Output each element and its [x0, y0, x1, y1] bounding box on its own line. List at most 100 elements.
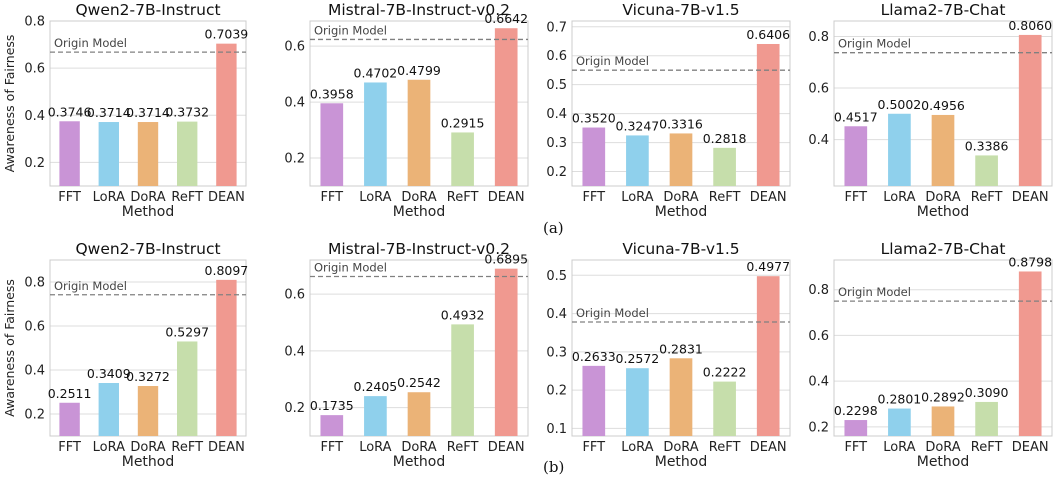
chart-1-0-xtick-label: DEAN	[208, 440, 245, 455]
chart-1-3-data-label: 0.2298	[834, 403, 878, 418]
chart-0-0-reference-label: Origin Model	[54, 36, 127, 50]
chart-0-1-data-label: 0.4702	[354, 65, 398, 80]
chart-1-0-bar-fft	[59, 402, 80, 436]
chart-0-2-reference-label: Origin Model	[576, 54, 649, 68]
chart-0-0-xtick-label: FFT	[58, 190, 81, 205]
chart-0-0-data-label: 0.3714	[87, 105, 131, 120]
chart-1-3-xtick-label: DoRA	[925, 440, 960, 455]
chart-1-3-xtick-label: DEAN	[1012, 440, 1049, 455]
chart-1-2-data-label: 0.2222	[703, 365, 747, 380]
chart-1-2-title: Vicuna-7B-v1.5	[622, 240, 739, 258]
chart-1-2-xtick-label: FFT	[582, 440, 605, 455]
chart-1-3-bar-lora	[888, 408, 911, 436]
chart-1-0-ytick-label: 0.6	[24, 320, 45, 335]
chart-1-1-data-label: 0.4932	[441, 307, 485, 322]
chart-0-0-xtick-label: LoRA	[93, 190, 125, 205]
chart-1-1-bar-fft	[320, 415, 344, 436]
chart-0-3-ytick-label: 0.6	[808, 82, 829, 97]
chart-1-2-ytick-label: 0.2	[546, 384, 567, 399]
chart-1-1-ytick-label: 0.4	[284, 344, 305, 359]
chart-0-2-ytick-label: 0.6	[546, 49, 567, 64]
chart-1-2-bar-dean	[756, 276, 780, 436]
chart-0-2-xtick-label: DEAN	[750, 190, 787, 205]
chart-1-0-data-label: 0.2511	[48, 386, 92, 401]
chart-1-0-xtick-label: ReFT	[171, 440, 203, 455]
chart-0-2-ytick-label: 0.3	[546, 136, 567, 151]
chart-0-3-data-label: 0.8060	[1008, 18, 1052, 33]
chart-1-0-reference-label: Origin Model	[54, 279, 127, 293]
chart-1-1-bar-reft	[451, 324, 474, 436]
chart-0-1-bar-lora	[364, 82, 387, 186]
chart-1-2-ytick-label: 0.5	[546, 269, 567, 284]
chart-1-1-xlabel: Method	[393, 454, 446, 470]
chart-1-1-xtick-label: DoRA	[401, 440, 436, 455]
chart-0-0-ytick-label: 0.8	[24, 15, 45, 30]
chart-1-0-data-label: 0.8097	[205, 263, 249, 278]
chart-0-1-ytick-label: 0.2	[284, 152, 305, 167]
chart-0-3-xtick-label: LoRA	[883, 190, 915, 205]
chart-0-0-ytick-label: 0.4	[24, 109, 45, 124]
chart-0-2-bar-dean	[756, 43, 780, 187]
chart-0-0-xtick-label: ReFT	[171, 190, 203, 205]
chart-1-2-bar-lora	[626, 368, 649, 436]
chart-1-3-reference-label: Origin Model	[838, 285, 911, 299]
chart-1-2-ytick-label: 0.4	[546, 307, 567, 322]
chart-0-2-bar-lora	[626, 135, 649, 186]
chart-1-3-bar-dean	[1018, 271, 1042, 436]
chart-0-3-ytick-label: 0.8	[808, 30, 829, 45]
chart-0-2-data-label: 0.3520	[572, 111, 616, 126]
subfigure-label-a: (a)	[543, 219, 564, 237]
chart-1-0-ytick-label: 0.2	[24, 408, 45, 423]
chart-1-0-ytick-label: 0.4	[24, 364, 45, 379]
chart-1-1-ytick-label: 0.6	[284, 288, 305, 303]
chart-1-2-data-label: 0.2831	[659, 341, 703, 356]
chart-0-2-bar-dora	[669, 133, 693, 186]
chart-0-0-bar-lora	[98, 122, 119, 186]
chart-0-3-data-label: 0.5002	[878, 97, 922, 112]
chart-0-1-bar-dean	[494, 28, 518, 186]
chart-0-1-bar-reft	[451, 132, 474, 186]
chart-0-1-xtick-label: ReFT	[447, 190, 479, 205]
chart-0-1-bar-dora	[407, 79, 431, 186]
chart-0-1-data-label: 0.6642	[484, 11, 528, 26]
chart-1-1-xtick-label: LoRA	[359, 440, 391, 455]
chart-0-0-data-label: 0.3714	[126, 105, 170, 120]
chart-0-3-title: Llama2-7B-Chat	[881, 1, 1006, 19]
chart-0-2-bar-fft	[582, 127, 606, 186]
chart-1-2-bar-dora	[669, 358, 693, 436]
chart-0-2-ytick-label: 0.5	[546, 78, 567, 93]
chart-0-3-bar-dean	[1018, 34, 1042, 186]
subfigure-label-b: (b)	[543, 458, 565, 476]
chart-0-2-xlabel: Method	[655, 204, 708, 220]
chart-0-0-ytick-label: 0.2	[24, 156, 45, 171]
chart-1-1-title: Mistral-7B-Instruct-v0.2	[328, 240, 510, 258]
chart-0-2-title: Vicuna-7B-v1.5	[622, 1, 739, 19]
chart-0-2-ytick-label: 0.2	[546, 165, 567, 180]
chart-1-2-data-label: 0.2633	[572, 349, 616, 364]
chart-1-0-xlabel: Method	[122, 454, 175, 470]
chart-0-1-xtick-label: DoRA	[401, 190, 436, 205]
chart-1-1-data-label: 0.6895	[484, 252, 528, 267]
chart-0-2-xtick-label: FFT	[582, 190, 605, 205]
chart-0-3-data-label: 0.4517	[834, 109, 878, 124]
chart-0-3-xtick-label: FFT	[844, 190, 867, 205]
chart-1-3-xlabel: Method	[917, 454, 970, 470]
chart-0-0-data-label: 0.3746	[48, 104, 92, 119]
chart-0-0-xtick-label: DEAN	[208, 190, 245, 205]
chart-0-2-data-label: 0.2818	[703, 131, 747, 146]
chart-0-2-data-label: 0.3247	[616, 118, 660, 133]
chart-0-1-title: Mistral-7B-Instruct-v0.2	[328, 1, 510, 19]
chart-1-2-data-label: 0.4977	[746, 259, 790, 274]
chart-0-3-reference-label: Origin Model	[838, 37, 911, 51]
chart-0-1-data-label: 0.3958	[310, 86, 354, 101]
chart-0-0-ylabel: Awareness of Fairness	[2, 35, 17, 173]
chart-0-0-data-label: 0.7039	[205, 27, 249, 42]
chart-0-3-bar-fft	[844, 126, 868, 186]
chart-0-1-xtick-label: DEAN	[488, 190, 525, 205]
chart-0-0-bar-dora	[137, 122, 159, 186]
chart-0-1-bar-fft	[320, 103, 344, 186]
chart-1-0-ytick-label: 0.8	[24, 276, 45, 291]
chart-1-0-data-label: 0.3272	[126, 369, 170, 384]
chart-0-0-bar-fft	[59, 121, 80, 186]
chart-0-3-xtick-label: ReFT	[971, 190, 1003, 205]
